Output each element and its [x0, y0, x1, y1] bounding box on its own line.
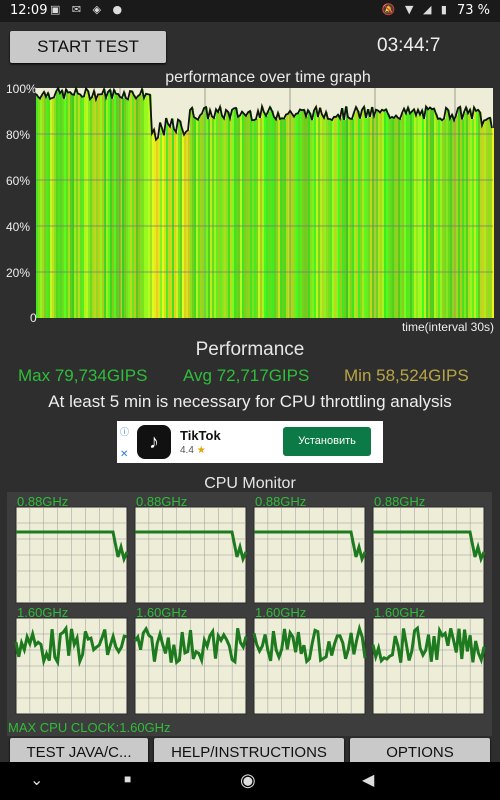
test-timer: 03:44:7: [377, 35, 441, 56]
status-bar: 12:09 ▣ ✉ ◈ ● 🔕 ▼ ◢ ▮ 73 %: [0, 0, 500, 22]
cpu-core-graph-2: 0.88GHz: [134, 494, 248, 604]
cpu-monitor-title: CPU Monitor: [204, 475, 296, 492]
star-icon: ★: [196, 445, 206, 456]
cpu-core-graph-4: 0.88GHz: [372, 494, 486, 604]
max-cpu-clock: MAX CPU CLOCK:1.60GHz: [8, 720, 171, 735]
y-tick-40: 40%: [6, 220, 31, 234]
min-performance: Min 58,524GIPS: [344, 366, 469, 385]
performance-stats: Max 79,734GIPS Avg 72,717GIPS Min 58,524…: [0, 366, 500, 388]
signal-icons: 🔕 ▼ ◢ ▮: [381, 3, 450, 16]
navigation-bar: ⌄ ■ ◉ ◀: [0, 762, 500, 800]
performance-title: Performance: [195, 339, 305, 360]
notification-icons: ▣ ✉ ◈ ●: [50, 3, 127, 16]
cpu-core-freq-8: 1.60GHz: [374, 605, 425, 620]
x-axis-label: time(interval 30s): [401, 320, 494, 334]
cpu-core-freq-7: 1.60GHz: [255, 605, 306, 620]
cpu-core-freq-2: 0.88GHz: [136, 494, 187, 509]
cpu-core-freq-5: 1.60GHz: [17, 605, 68, 620]
ad-install-button[interactable]: Установить: [283, 427, 371, 456]
cpu-core-freq-1: 0.88GHz: [17, 494, 68, 509]
cpu-core-freq-3: 0.88GHz: [255, 494, 306, 509]
cpu-core-graph-5: 1.60GHz: [14, 605, 128, 715]
cpu-core-freq-6: 1.60GHz: [136, 605, 187, 620]
recents-icon[interactable]: ■: [124, 772, 132, 786]
performance-bars: [36, 88, 494, 319]
ad-rating-value: 4.4: [180, 445, 194, 456]
ad-close-icon[interactable]: ✕: [120, 449, 129, 460]
cpu-core-graph-7: 1.60GHz: [252, 605, 367, 715]
back-icon[interactable]: ◀: [362, 772, 375, 789]
cpu-core-graph-1: 0.88GHz: [15, 494, 129, 604]
y-tick-80: 80%: [6, 128, 31, 142]
home-icon[interactable]: ◉: [240, 770, 256, 790]
cpu-core-graph-8: 1.60GHz: [371, 605, 486, 715]
tiktok-logo-icon[interactable]: ♪: [137, 425, 171, 459]
ad-app-name[interactable]: TikTok: [180, 428, 221, 443]
battery-level: 73 %: [456, 3, 490, 18]
cpu-core-graph-3: 0.88GHz: [253, 494, 367, 604]
y-tick-20: 20%: [6, 266, 31, 280]
performance-graph: [35, 85, 494, 319]
throttling-note: At least 5 min is necessary for CPU thro…: [48, 392, 452, 411]
cpu-core-graph-6: 1.60GHz: [133, 605, 248, 715]
ad-rating: 4.4 ★: [180, 445, 206, 456]
cpu-core-freq-4: 0.88GHz: [374, 494, 425, 509]
max-performance: Max 79,734GIPS: [18, 366, 148, 385]
y-tick-60: 60%: [6, 174, 31, 188]
chevron-down-icon[interactable]: ⌄: [30, 772, 44, 789]
performance-line: [35, 85, 493, 142]
ad-info-icon[interactable]: ⓘ: [120, 427, 130, 437]
start-test-button[interactable]: START TEST: [10, 31, 166, 63]
avg-performance: Avg 72,717GIPS: [183, 366, 310, 385]
cpu-core-graphs: 0.88GHz 0.88GHz 0.88GHz 0.88GHz 1.60GHz 1.60G…: [14, 494, 486, 715]
y-tick-0: 0: [30, 311, 37, 325]
clock: 12:09: [10, 3, 48, 18]
graph-title: performance over time graph: [165, 69, 371, 86]
y-tick-100: 100%: [6, 82, 37, 96]
graph-grid: [36, 88, 493, 318]
ad-banner[interactable]: ⓘ ✕ ♪ TikTok 4.4 ★ Установить: [117, 421, 383, 463]
